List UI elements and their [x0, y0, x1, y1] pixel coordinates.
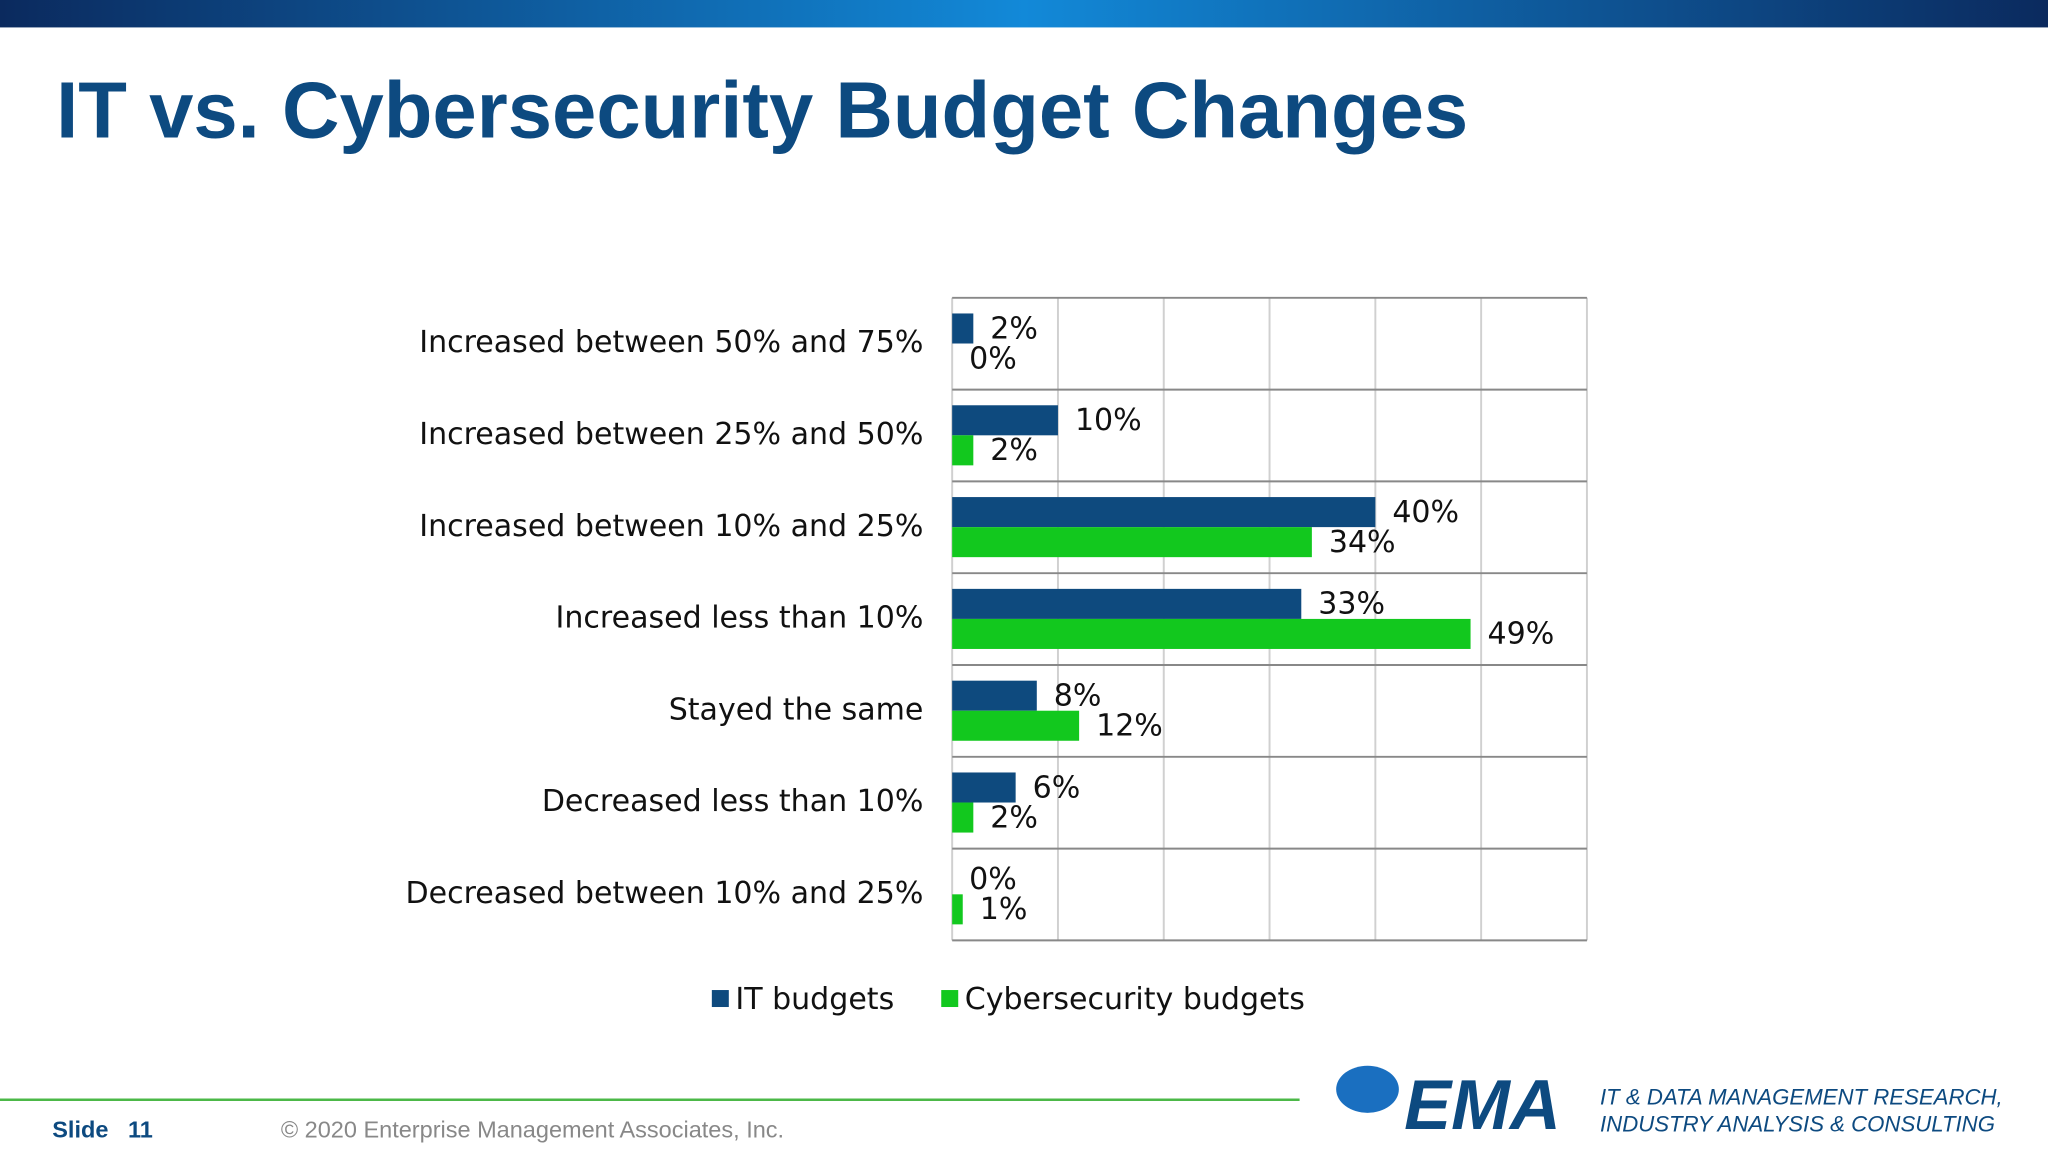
value-label: 2%: [990, 800, 1038, 835]
category-label: Increased between 25% and 50%: [419, 417, 923, 452]
value-label: 0%: [969, 341, 1017, 376]
bar: [952, 313, 974, 344]
bar: [952, 710, 1080, 741]
copyright: © 2020 Enterprise Management Associates,…: [281, 1116, 784, 1142]
legend-label: Cybersecurity budgets: [965, 982, 1305, 1017]
tagline: IT & DATA MANAGEMENT RESEARCH,: [1600, 1084, 2003, 1109]
bar: [952, 435, 974, 466]
value-label: 2%: [990, 433, 1038, 468]
value-label: 8%: [1054, 679, 1102, 714]
slide-label: Slide: [52, 1116, 108, 1142]
value-label: 10%: [1075, 403, 1142, 438]
legend-swatch: [941, 990, 959, 1008]
legend-swatch: [711, 990, 729, 1008]
bar: [952, 772, 1016, 803]
bar: [952, 680, 1037, 711]
bar: [952, 802, 974, 833]
title: IT vs. Cybersecurity Budget Changes: [56, 65, 1468, 154]
category-label: Decreased less than 10%: [542, 784, 924, 819]
category-label: Stayed the same: [669, 692, 924, 727]
bar: [952, 527, 1312, 558]
value-label: 49%: [1488, 617, 1555, 652]
category-label: Increased between 50% and 75%: [419, 325, 923, 360]
category-label: Increased less than 10%: [556, 601, 924, 636]
bar: [952, 405, 1058, 436]
legend-label: IT budgets: [735, 982, 894, 1017]
value-label: 12%: [1096, 709, 1163, 744]
value-label: 2%: [990, 311, 1038, 346]
top-bar: [0, 0, 2048, 28]
value-label: 33%: [1318, 587, 1385, 622]
category-label: Decreased between 10% and 25%: [406, 876, 924, 911]
bar: [952, 497, 1376, 528]
bar: [952, 618, 1471, 649]
value-label: 6%: [1033, 770, 1081, 805]
logo-text: EMA: [1404, 1065, 1561, 1144]
value-label: 34%: [1329, 525, 1396, 560]
bar: [952, 894, 963, 925]
value-label: 1%: [980, 892, 1028, 927]
category-label: Increased between 10% and 25%: [419, 509, 923, 544]
tagline: INDUSTRY ANALYSIS & CONSULTING: [1600, 1112, 1995, 1137]
value-label: 40%: [1392, 495, 1459, 530]
value-label: 0%: [969, 862, 1017, 897]
logo-swoosh: [1336, 1065, 1399, 1113]
slide-number: 11: [128, 1116, 153, 1142]
bar: [952, 588, 1302, 619]
